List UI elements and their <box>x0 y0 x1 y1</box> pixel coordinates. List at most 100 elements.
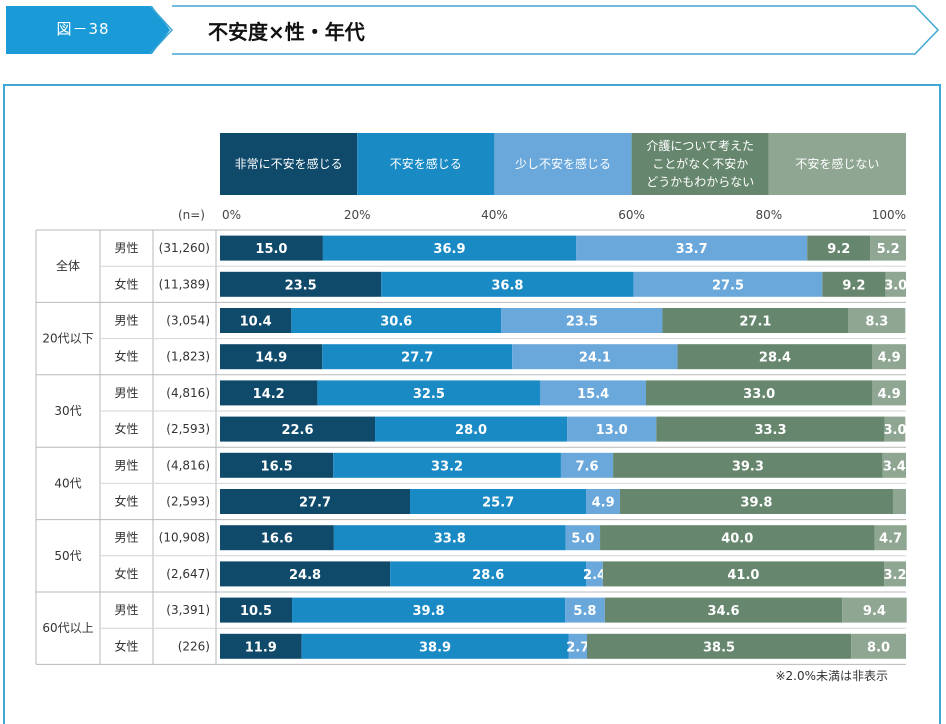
legend-label: 不安を感じない <box>795 156 879 171</box>
bar-segment <box>375 416 568 442</box>
sex-label: 男性 <box>114 531 138 545</box>
bar-segment <box>576 235 808 261</box>
bar-segment <box>381 271 634 297</box>
bar-segment <box>619 489 893 514</box>
bar-segment <box>333 452 561 478</box>
data-label: 7.6 <box>575 459 598 474</box>
bar-segment <box>885 271 906 297</box>
data-label: 27.7 <box>401 351 433 366</box>
page-title: 不安度×性・年代 <box>208 20 365 44</box>
bar-segment <box>604 597 843 623</box>
x-tick-label: 80% <box>755 208 782 222</box>
legend-swatch <box>357 133 495 195</box>
sample-size: (4,816) <box>166 386 210 400</box>
bar-segment <box>220 525 334 551</box>
bar-segment <box>220 308 292 333</box>
data-label: 33.3 <box>754 423 786 438</box>
bar-segment <box>842 597 907 623</box>
bar-segment <box>220 344 323 370</box>
data-label: 9.2 <box>842 278 865 293</box>
data-label: 36.8 <box>491 278 523 293</box>
legend-label: 少し不安を感じる <box>515 156 611 171</box>
sample-size: (11,389) <box>159 277 210 291</box>
sex-label: 女性 <box>114 494 138 509</box>
bar-segment <box>884 416 906 442</box>
n-header: (n=) <box>178 208 205 222</box>
bar-segment <box>220 416 376 442</box>
data-label: 39.8 <box>413 604 445 619</box>
bar-segment <box>322 344 513 370</box>
data-label: 16.6 <box>261 532 293 547</box>
bar-segment <box>390 561 587 587</box>
data-label: 27.5 <box>712 278 744 293</box>
bar-segment <box>600 525 875 551</box>
bar-segment <box>851 633 906 659</box>
x-tick-label: 100% <box>872 208 906 222</box>
data-label: 39.8 <box>740 496 772 511</box>
bar-segment <box>220 380 318 406</box>
bar-segment <box>512 344 678 370</box>
header-banner <box>6 5 940 55</box>
sample-size: (4,816) <box>166 458 210 472</box>
bar-segment <box>291 308 502 333</box>
sex-label: 男性 <box>114 386 138 400</box>
bar-segment <box>872 344 906 370</box>
x-tick-label: 0% <box>222 208 241 222</box>
chart-panel <box>3 84 941 724</box>
data-label: 38.5 <box>703 640 735 655</box>
bar-segment <box>292 597 566 623</box>
sample-size: (2,593) <box>166 495 210 509</box>
data-label: 34.6 <box>707 604 739 619</box>
data-label: 39.3 <box>732 459 764 474</box>
data-label: 8.3 <box>865 315 888 330</box>
group-label: 50代 <box>54 549 81 563</box>
data-label: 30.6 <box>380 315 412 330</box>
data-label: 5.0 <box>571 532 594 547</box>
bar-segment <box>220 235 323 261</box>
bar-segment <box>220 489 411 514</box>
bar-segment <box>220 271 382 297</box>
legend-swatch <box>220 133 358 195</box>
x-tick-label: 40% <box>481 208 508 222</box>
sex-label: 女性 <box>114 566 138 581</box>
bar-segment <box>220 633 302 659</box>
bar-segment <box>613 452 883 478</box>
x-tick-label: 20% <box>344 208 371 222</box>
legend-label: 不安を感じる <box>390 156 462 171</box>
bar-segment <box>501 308 663 333</box>
legend-label: どうかもわからない <box>646 175 754 189</box>
sample-size: (3,054) <box>166 314 210 328</box>
data-label: 36.9 <box>433 242 465 257</box>
figure-label-tab <box>6 6 170 54</box>
bar-segment <box>602 561 885 587</box>
sample-size: (3,391) <box>166 603 210 617</box>
sex-label: 女性 <box>114 276 138 291</box>
bar-segment <box>220 597 293 623</box>
bar-segment <box>317 380 541 406</box>
bar-segment <box>220 561 391 587</box>
data-label: 4.7 <box>879 532 902 547</box>
data-label: 8.0 <box>867 640 890 655</box>
sample-size: (10,908) <box>159 531 210 545</box>
data-label: 33.2 <box>431 459 463 474</box>
bar-segment <box>587 633 852 659</box>
data-label: 16.5 <box>261 459 293 474</box>
data-label: 24.8 <box>289 568 321 583</box>
data-label: 2.4 <box>583 568 606 583</box>
legend-swatch <box>768 133 906 195</box>
sex-label: 女性 <box>114 421 138 436</box>
data-label: 33.7 <box>676 242 708 257</box>
bar-segment <box>565 525 601 551</box>
legend-label: 非常に不安を感じる <box>235 156 343 171</box>
data-label: 3.0 <box>884 278 907 293</box>
legend-label: 介護について考えた <box>646 138 754 153</box>
sex-label: 男性 <box>114 314 138 328</box>
data-label: 38.9 <box>419 640 451 655</box>
bar-segment <box>807 235 871 261</box>
legend-label: ことがなく不安か <box>652 156 748 171</box>
footnote: ※2.0%未満は非表示 <box>775 669 888 683</box>
sex-label: 女性 <box>114 638 138 653</box>
data-label: 4.9 <box>878 387 901 402</box>
sex-label: 男性 <box>114 458 138 472</box>
sample-size: (226) <box>178 639 210 653</box>
